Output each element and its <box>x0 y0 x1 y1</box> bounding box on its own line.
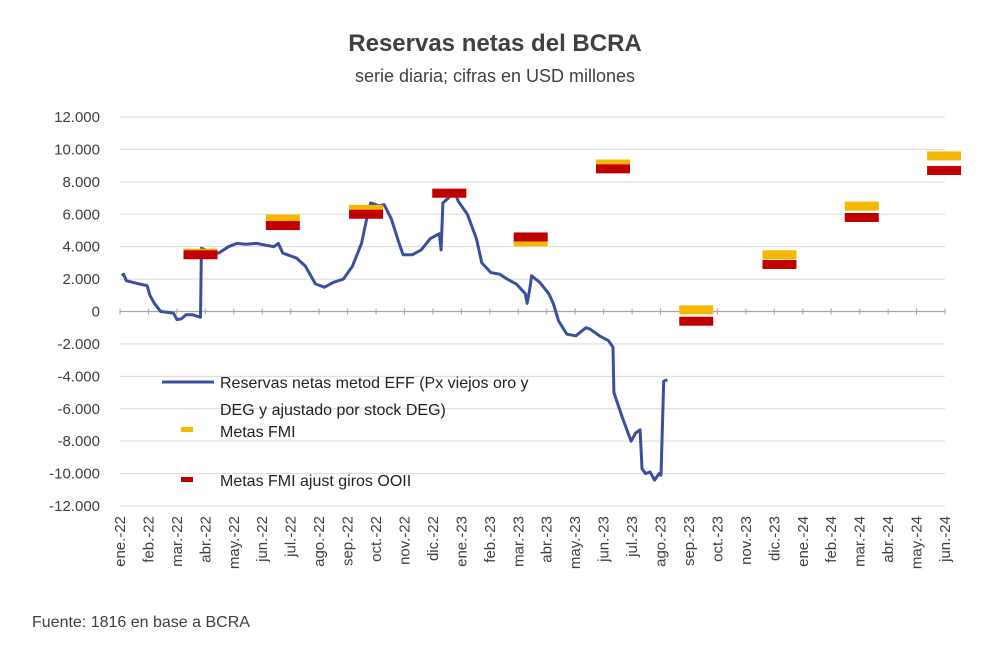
legend-metas-ajust-label: Metas FMI ajust giros OOII <box>220 473 411 490</box>
x-tick-label: nov.-22 <box>396 516 413 565</box>
x-tick-label: sep.-23 <box>681 516 698 566</box>
meta-fmi-marker <box>679 305 714 315</box>
y-tick-label: -10.000 <box>49 466 100 483</box>
x-tick-label: mar.-22 <box>169 516 186 567</box>
x-tick-label: dic.-22 <box>425 516 442 561</box>
x-tick-label: feb.-22 <box>140 516 157 563</box>
x-tick-label: oct.-23 <box>709 516 726 562</box>
x-tick-label: sep.-22 <box>340 516 357 566</box>
meta-fmi-ajust-marker <box>927 165 962 175</box>
meta-fmi-marker <box>513 237 548 247</box>
x-tick-label: may.-22 <box>226 516 243 569</box>
x-tick-label: ago.-23 <box>653 516 670 567</box>
y-tick-label: 6.000 <box>62 206 100 223</box>
legend-line-label-1: Reservas netas metod EFF (Px viejos oro … <box>220 375 529 392</box>
x-tick-label: abr.-22 <box>197 516 214 563</box>
meta-fmi-ajust-marker <box>183 250 218 260</box>
x-tick-label: jun.-22 <box>254 516 271 563</box>
y-tick-label: -8.000 <box>57 433 100 450</box>
y-tick-label: 8.000 <box>62 174 100 191</box>
chart-subtitle: serie diaria; cifras en USD millones <box>354 66 636 86</box>
x-tick-label: jul.-22 <box>283 516 300 558</box>
y-tick-label: -6.000 <box>57 401 100 418</box>
x-tick-label: feb.-24 <box>823 516 840 563</box>
meta-fmi-ajust-marker <box>349 209 384 219</box>
x-tick-label: ene.-24 <box>795 516 812 567</box>
legend-metas-ajust-swatch <box>181 477 193 482</box>
meta-fmi-ajust-marker <box>432 188 467 198</box>
legend-metas-swatch <box>181 427 193 432</box>
x-tick-label: abr.-23 <box>539 516 556 563</box>
x-tick-label: ene.-23 <box>453 516 470 567</box>
meta-fmi-ajust-marker <box>513 232 548 242</box>
legend-metas-label: Metas FMI <box>220 424 296 441</box>
x-tick-label: dic.-23 <box>766 516 783 561</box>
y-tick-label: -12.000 <box>49 498 100 515</box>
x-tick-label: may.-24 <box>909 516 926 569</box>
x-tick-label: oct.-22 <box>368 516 385 562</box>
meta-fmi-ajust-marker <box>596 164 631 174</box>
x-tick-label: may.-23 <box>567 516 584 569</box>
x-tick-label: ene.-22 <box>112 516 129 567</box>
meta-fmi-ajust-marker <box>844 212 879 222</box>
x-tick-label: abr.-24 <box>880 516 897 563</box>
meta-fmi-ajust-marker <box>679 316 714 326</box>
x-tick-label: jul.-23 <box>624 516 641 558</box>
meta-fmi-marker <box>349 204 384 214</box>
x-tick-label: ago.-22 <box>311 516 328 567</box>
x-tick-label: jun.-24 <box>937 516 954 563</box>
meta-fmi-marker <box>265 214 300 224</box>
meta-fmi-ajust-marker <box>762 259 797 269</box>
y-tick-label: -2.000 <box>57 336 100 353</box>
x-tick-label: jun.-23 <box>596 516 613 563</box>
meta-fmi-marker <box>844 201 879 211</box>
series-line-reservas-netas <box>120 188 668 482</box>
x-tick-label: mar.-23 <box>510 516 527 567</box>
meta-fmi-marker <box>762 250 797 260</box>
y-tick-label: 4.000 <box>62 239 100 256</box>
source-note: Fuente: 1816 en base a BCRA <box>32 614 250 631</box>
chart-title: Reservas netas del BCRA <box>348 30 642 57</box>
x-tick-label: feb.-23 <box>482 516 499 563</box>
y-tick-label: 2.000 <box>62 271 100 288</box>
y-tick-label: 12.000 <box>54 109 100 126</box>
meta-fmi-ajust-marker <box>265 221 300 231</box>
y-tick-label: 0 <box>92 304 100 321</box>
y-tick-label: 10.000 <box>54 141 100 158</box>
meta-fmi-marker <box>927 151 962 161</box>
x-tick-label: mar.-24 <box>852 516 869 567</box>
x-tick-label: nov.-23 <box>738 516 755 565</box>
y-tick-label: -4.000 <box>57 368 100 385</box>
legend-line-label-2: DEG y ajustado por stock DEG) <box>220 402 446 419</box>
meta-fmi-marker <box>596 159 631 169</box>
